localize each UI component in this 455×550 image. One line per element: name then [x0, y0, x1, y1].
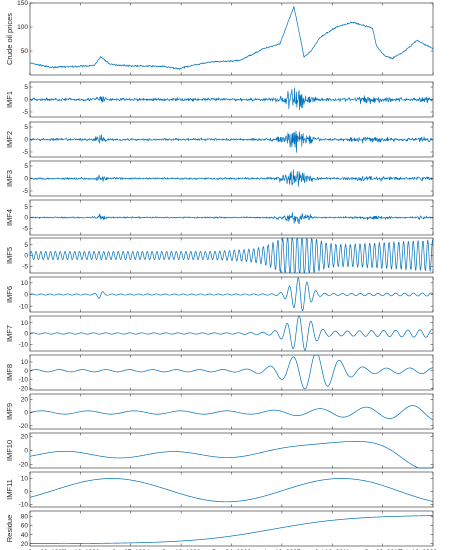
y-tick-label: 20	[21, 396, 29, 403]
y-axis-label: IMF5	[5, 247, 14, 264]
axes-frame	[29, 276, 434, 313]
y-axis-label: IMF9	[5, 403, 14, 420]
y-tick-label: 5	[24, 84, 28, 91]
series-line-residue	[30, 515, 433, 545]
y-tick-label: 100	[17, 24, 28, 31]
y-axis-label: Crude oil prices	[5, 13, 14, 65]
panel-imf3: -5 0 5 IMF3	[5, 160, 434, 197]
y-axis-label: IMF7	[5, 325, 14, 342]
series-line-imf4	[29, 212, 434, 225]
y-axis-label: IMF11	[5, 479, 14, 500]
y-tick-label: 150	[17, 0, 28, 7]
y-tick-label: 80	[21, 514, 29, 521]
y-tick-label: -10	[19, 502, 29, 509]
panel-imf2: -5 0 5 IMF2	[5, 121, 434, 158]
series-line-imf3	[29, 169, 434, 187]
y-axis-label: IMF3	[5, 170, 14, 187]
panel-imf7: -10 0 10 IMF7	[5, 315, 434, 352]
y-tick-label: -10	[19, 377, 29, 384]
y-tick-label: 0	[24, 215, 28, 222]
series-line-imf10	[29, 441, 433, 469]
y-tick-label: 40	[21, 532, 29, 539]
y-axis-label: Residue	[5, 515, 14, 543]
panel-imf8: -20-10 0 10 IMF8	[5, 354, 434, 392]
y-tick-label: -10	[19, 342, 29, 349]
y-tick-label: 5	[24, 204, 28, 211]
y-tick-label: 10	[21, 280, 29, 287]
y-tick-label: -20	[19, 423, 29, 430]
y-axis-label: IMF6	[5, 286, 14, 303]
series-line-imf5	[29, 237, 434, 274]
series-line-imf8	[29, 354, 434, 390]
series-line-crude-oil-prices	[29, 6, 434, 70]
y-tick-label: 20	[21, 434, 29, 441]
y-tick-label: 0	[24, 253, 28, 260]
y-axis-label: IMF1	[5, 91, 14, 108]
y-tick-label: -20	[19, 385, 29, 392]
axes-frame	[29, 393, 434, 430]
y-tick-label: 50	[21, 48, 29, 55]
axes-frame	[29, 510, 434, 547]
y-axis-label: IMF10	[5, 440, 14, 461]
y-tick-label: 0	[24, 176, 28, 183]
series-line-imf6	[29, 277, 434, 312]
y-tick-label: 0	[24, 292, 28, 299]
panel-imf10: -20 0 20 IMF10	[5, 432, 434, 469]
axes-frame	[29, 432, 434, 469]
series-line-imf2	[29, 130, 434, 153]
y-tick-label: 0	[24, 97, 28, 104]
series-line-imf11	[29, 478, 434, 503]
axes-frame	[29, 2, 434, 76]
panel-imf11: -10 0 10 IMF11	[5, 471, 434, 509]
y-tick-label: 5	[24, 242, 28, 249]
y-tick-label: 0	[24, 137, 28, 144]
y-tick-label: -5	[22, 264, 28, 271]
panel-imf1: -5 0 5 IMF1	[5, 81, 434, 118]
y-tick-label: 60	[21, 523, 29, 530]
y-axis-label: IMF8	[5, 364, 14, 381]
y-tick-label: 10	[21, 359, 29, 366]
y-tick-label: 0	[24, 448, 28, 455]
series-line-imf9	[29, 405, 434, 420]
y-tick-label: 0	[24, 368, 28, 375]
panel-residue: 20 40 60 80 Residue	[5, 510, 434, 548]
y-axis-label: IMF2	[5, 131, 14, 148]
series-line-imf7	[29, 315, 434, 351]
y-tick-label: -5	[22, 149, 28, 156]
y-tick-label: -5	[22, 188, 28, 195]
panel-imf5: -5 0 5 IMF5	[5, 237, 434, 274]
y-tick-label: 0	[24, 410, 28, 417]
y-tick-label: 5	[24, 163, 28, 170]
y-tick-label: -5	[22, 226, 28, 233]
y-tick-label: 5	[24, 124, 28, 131]
y-tick-label: 10	[21, 320, 29, 327]
y-tick-label: 20	[21, 541, 29, 548]
panel-imf4: -5 0 5 IMF4	[5, 199, 434, 236]
y-tick-label: 0	[24, 489, 28, 496]
panel-imf9: -20 0 20 IMF9	[5, 393, 434, 430]
y-tick-label: 0	[24, 331, 28, 338]
series-line-imf1	[29, 87, 434, 111]
panel-imf6: -10 0 10 IMF6	[5, 276, 434, 313]
y-tick-label: 10	[21, 476, 29, 483]
y-tick-label: -20	[19, 462, 29, 469]
y-tick-label: -5	[22, 109, 28, 116]
axes-frame	[29, 354, 434, 391]
y-axis-label: IMF4	[5, 209, 14, 226]
y-tick-label: -10	[19, 303, 29, 310]
